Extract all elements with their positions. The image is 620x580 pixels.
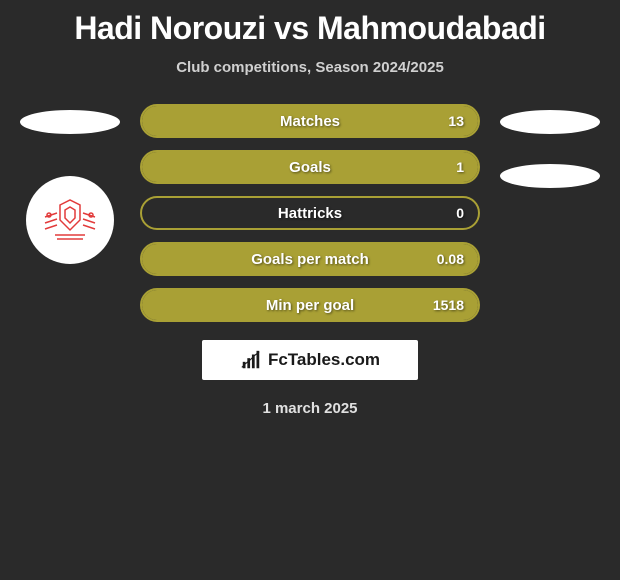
trophy-crest-icon bbox=[35, 185, 105, 255]
stat-label: Hattricks bbox=[278, 205, 342, 222]
date-text: 1 march 2025 bbox=[0, 400, 620, 417]
comparison-infographic: Hadi Norouzi vs Mahmoudabadi Club compet… bbox=[0, 0, 620, 427]
player1-name: Hadi Norouzi bbox=[74, 10, 265, 46]
brand-text: FcTables.com bbox=[268, 350, 380, 370]
stat-value: 0.08 bbox=[437, 251, 464, 267]
placeholder-ellipse bbox=[20, 110, 120, 134]
stat-label: Matches bbox=[280, 113, 340, 130]
stat-bar: Goals 1 bbox=[140, 150, 480, 184]
placeholder-ellipse bbox=[500, 164, 600, 188]
stat-bar: Matches 13 bbox=[140, 104, 480, 138]
vs-separator: vs bbox=[274, 10, 309, 46]
stat-bar: Min per goal 1518 bbox=[140, 288, 480, 322]
stat-bar: Hattricks 0 bbox=[140, 196, 480, 230]
stat-label: Goals bbox=[289, 159, 331, 176]
right-column bbox=[500, 104, 600, 188]
subtitle: Club competitions, Season 2024/2025 bbox=[0, 59, 620, 76]
stat-label: Min per goal bbox=[266, 297, 354, 314]
brand-badge: FcTables.com bbox=[202, 340, 418, 380]
comparison-row: Matches 13 Goals 1 Hattricks 0 Goals per match… bbox=[0, 104, 620, 322]
placeholder-ellipse bbox=[500, 110, 600, 134]
stat-value: 1 bbox=[456, 159, 464, 175]
stat-bars: Matches 13 Goals 1 Hattricks 0 Goals per match… bbox=[140, 104, 480, 322]
left-column bbox=[20, 104, 120, 264]
stat-value: 13 bbox=[448, 113, 464, 129]
stat-bar: Goals per match 0.08 bbox=[140, 242, 480, 276]
page-title: Hadi Norouzi vs Mahmoudabadi bbox=[0, 10, 620, 47]
player2-name: Mahmoudabadi bbox=[317, 10, 546, 46]
stat-value: 1518 bbox=[433, 297, 464, 313]
team-logo bbox=[26, 176, 114, 264]
stat-label: Goals per match bbox=[251, 251, 369, 268]
stat-value: 0 bbox=[456, 205, 464, 221]
bar-chart-icon bbox=[240, 349, 262, 371]
